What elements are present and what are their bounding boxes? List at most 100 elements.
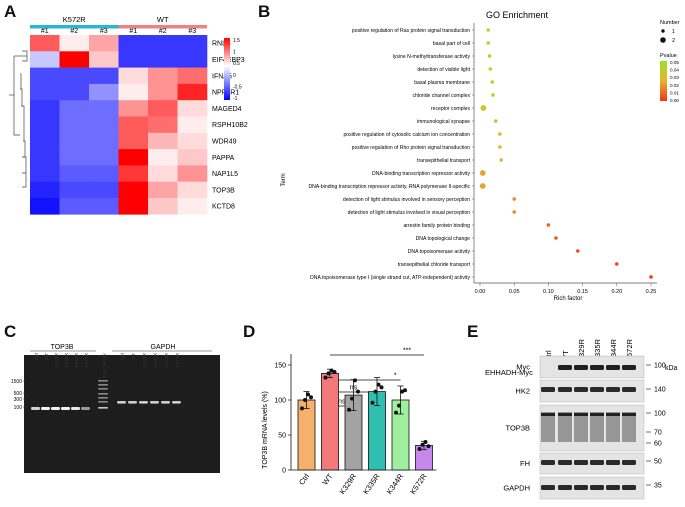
heatmap-cell <box>30 35 60 52</box>
heatmap-cell <box>177 149 208 166</box>
bar-xtick-label: WT <box>321 472 335 487</box>
bar-data-point <box>303 398 307 402</box>
gel-ladder-band <box>98 388 108 390</box>
panel-letter-c: C <box>4 322 17 341</box>
go-point <box>479 170 486 176</box>
panel-letter-a: A <box>4 2 17 21</box>
go-legend-pvalue-colorbar <box>660 61 667 101</box>
bar-data-point <box>353 378 357 383</box>
go-term-label: DNA-binding transcription repressor acti… <box>372 171 470 177</box>
heatmap-cell <box>30 149 60 166</box>
go-term-label: receptor complex <box>431 106 471 112</box>
wb-marker-label: 50 <box>654 459 662 466</box>
go-term-label: positive regulation of Ras protein signa… <box>352 28 470 34</box>
gel-band <box>41 407 50 410</box>
heatmap-scale-tick: 1 <box>233 50 236 56</box>
wb-band <box>622 485 636 490</box>
go-term-label: basal part of cell <box>433 41 470 47</box>
go-pvalue-tick: 0.02 <box>670 83 679 88</box>
heatmap-cell <box>118 83 149 101</box>
gel-band <box>117 401 126 404</box>
agarose-gel-image <box>24 355 220 473</box>
wb-blot-label: HK2 <box>515 387 530 396</box>
go-point <box>480 105 487 111</box>
bar-ytick-label: 50 <box>278 433 286 440</box>
gel-labels: TOP3B GAPDH <box>30 344 212 352</box>
heatmap-cell <box>89 132 119 150</box>
gel-lane-label: WT <box>131 353 137 361</box>
gel-lane-label: K329R <box>54 352 60 367</box>
go-point <box>498 145 502 149</box>
wb-band <box>541 460 555 465</box>
go-xtick-label: 0.05 <box>509 289 520 295</box>
go-point <box>512 210 516 214</box>
bar-data-point <box>379 385 384 390</box>
go-point <box>479 183 486 189</box>
wb-band <box>574 365 588 370</box>
bar-data-point <box>420 442 425 447</box>
wb-band <box>606 387 620 392</box>
go-term-label: arrestin family protein binding <box>403 223 470 229</box>
heatmap-sample-label: #3 <box>100 28 108 35</box>
heatmap-cell <box>59 165 90 182</box>
go-point <box>486 28 491 32</box>
heatmap-cell <box>30 132 60 150</box>
bar-data-point <box>326 371 331 376</box>
wb-blot-label: TOP3B <box>506 424 530 433</box>
heatmap-cell <box>30 67 60 85</box>
go-point <box>486 41 491 45</box>
heatmap-scale-tick: -0.5 <box>233 84 242 90</box>
wb-band <box>590 485 604 490</box>
heatmap-cell <box>148 67 178 85</box>
go-point <box>490 80 495 84</box>
go-point <box>554 236 558 240</box>
go-title: GO Enrichment <box>486 10 549 20</box>
go-legend-number-1-label: 1 <box>672 29 675 35</box>
bar-data-point <box>417 447 422 451</box>
heatmap-cell <box>118 116 149 134</box>
bar-data-point <box>350 396 354 401</box>
wb-band <box>574 387 588 392</box>
heatmap-cell <box>59 198 90 215</box>
bar <box>321 373 339 471</box>
heatmap-cell <box>59 35 90 52</box>
gel-marker-label: 300 <box>14 397 23 403</box>
heatmap-scale-tick: 1.5 <box>233 38 240 44</box>
wb-marker-label: 140 <box>654 387 666 394</box>
go-term-label: DNA topoisomerase type I (single strand … <box>310 275 470 281</box>
heatmap-sample-label: #2 <box>70 28 78 35</box>
bar-ytick-label: 0 <box>282 468 286 475</box>
heatmap-cell <box>177 132 208 150</box>
heatmap-cell <box>177 100 208 117</box>
bar-xtick-label: K335R <box>361 472 382 496</box>
wb-band <box>558 365 572 370</box>
heatmap-gene-label: IFNA5 <box>212 73 232 80</box>
bar-xtick-label: K344R <box>385 472 406 496</box>
heatmap-cell <box>177 116 208 134</box>
bar-data-point <box>423 440 428 444</box>
go-point <box>487 54 492 58</box>
gel-lane-label: K335R <box>153 352 159 367</box>
gel-band <box>128 401 137 404</box>
heatmap-cell <box>148 35 178 52</box>
wb-band <box>558 485 572 490</box>
heatmap-cell <box>177 51 208 68</box>
wb-marker-label: 60 <box>654 441 662 448</box>
wb-band <box>606 365 620 370</box>
heatmap-cell <box>118 149 149 166</box>
heatmap-cell <box>89 181 119 199</box>
gel-overlay: Ctrl WT K329R K335R K344R K572R DNA ladder Ctrl… <box>11 352 181 411</box>
go-point <box>493 119 498 123</box>
gel-lane-label: K344R <box>74 352 80 367</box>
bar-data-point <box>309 395 313 400</box>
heatmap-cell <box>118 165 149 182</box>
gel-band <box>51 407 60 410</box>
heatmap-cell <box>30 83 60 101</box>
heatmap-group-label: WT <box>157 15 169 24</box>
heatmap-cell <box>30 116 60 134</box>
go-xtick-label: 0.00 <box>475 289 486 295</box>
go-term-label: DNA topological change <box>416 236 471 242</box>
heatmap-cell <box>89 100 119 117</box>
bar-data-point <box>397 403 401 408</box>
